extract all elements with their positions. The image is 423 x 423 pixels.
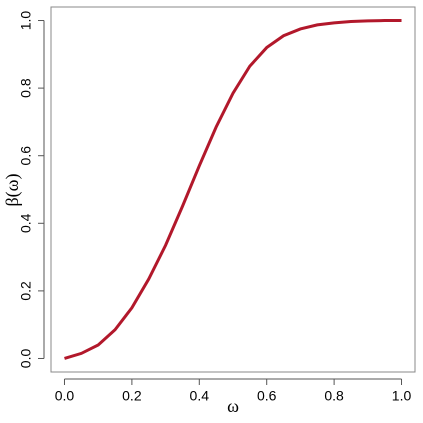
y-axis-label: β(ω) (2, 174, 23, 207)
line-series (64, 19, 402, 360)
y-tick-label: 0.4 (18, 213, 34, 233)
plot-box (50, 6, 416, 373)
y-tick-label: 0.0 (18, 349, 34, 369)
y-tick-label: 0.8 (18, 78, 34, 98)
x-tick-label: 0.8 (324, 388, 344, 404)
x-tick-label: 0.6 (257, 388, 277, 404)
x-tick-label: 1.0 (392, 388, 412, 404)
x-tick-label: 0.2 (122, 388, 142, 404)
y-tick-label: 0.2 (18, 281, 34, 301)
y-tick-label: 0.6 (18, 146, 34, 166)
x-axis-label: ω (227, 396, 239, 416)
x-tick-label: 0.0 (55, 388, 75, 404)
x-tick-label: 0.4 (190, 388, 210, 404)
y-tick-label: 1.0 (18, 11, 34, 31)
